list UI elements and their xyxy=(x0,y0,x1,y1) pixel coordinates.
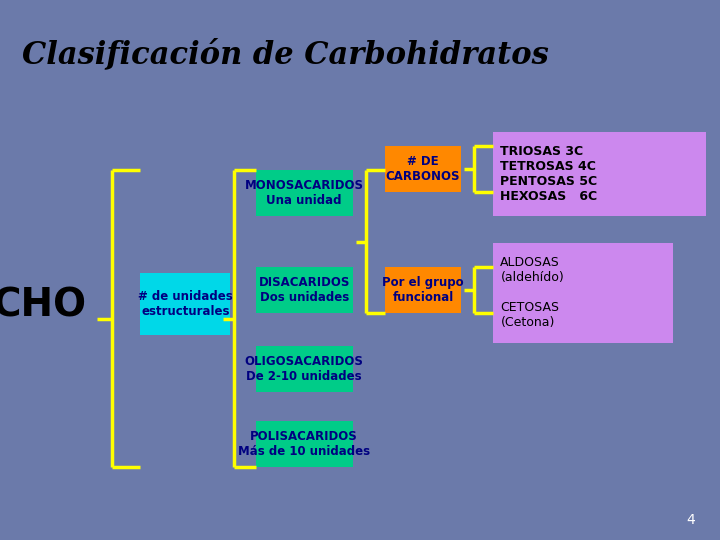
FancyBboxPatch shape xyxy=(493,132,706,216)
Text: Clasificación de Carbohidratos: Clasificación de Carbohidratos xyxy=(22,38,549,70)
FancyBboxPatch shape xyxy=(493,243,673,343)
Text: ALDOSAS
(aldehído)

CETOSAS
(Cetona): ALDOSAS (aldehído) CETOSAS (Cetona) xyxy=(500,256,564,329)
Text: # de unidades
estructurales: # de unidades estructurales xyxy=(138,290,233,318)
Text: OLIGOSACARIDOS
De 2-10 unidades: OLIGOSACARIDOS De 2-10 unidades xyxy=(245,355,364,382)
Text: 4: 4 xyxy=(686,512,695,526)
FancyBboxPatch shape xyxy=(256,170,353,216)
FancyBboxPatch shape xyxy=(385,146,461,192)
FancyBboxPatch shape xyxy=(385,267,461,313)
FancyBboxPatch shape xyxy=(256,421,353,467)
FancyBboxPatch shape xyxy=(256,346,353,392)
Text: MONOSACARIDOS
Una unidad: MONOSACARIDOS Una unidad xyxy=(245,179,364,207)
Text: POLISACARIDOS
Más de 10 unidades: POLISACARIDOS Más de 10 unidades xyxy=(238,430,370,458)
Text: TRIOSAS 3C
TETROSAS 4C
PENTOSAS 5C
HEXOSAS   6C: TRIOSAS 3C TETROSAS 4C PENTOSAS 5C HEXOS… xyxy=(500,145,598,203)
Text: CHO: CHO xyxy=(0,286,86,324)
Text: Por el grupo
funcional: Por el grupo funcional xyxy=(382,276,464,304)
FancyBboxPatch shape xyxy=(256,267,353,313)
Text: # DE
CARBONOS: # DE CARBONOS xyxy=(386,155,460,183)
FancyBboxPatch shape xyxy=(140,273,230,335)
Text: DISACARIDOS
Dos unidades: DISACARIDOS Dos unidades xyxy=(258,276,350,304)
